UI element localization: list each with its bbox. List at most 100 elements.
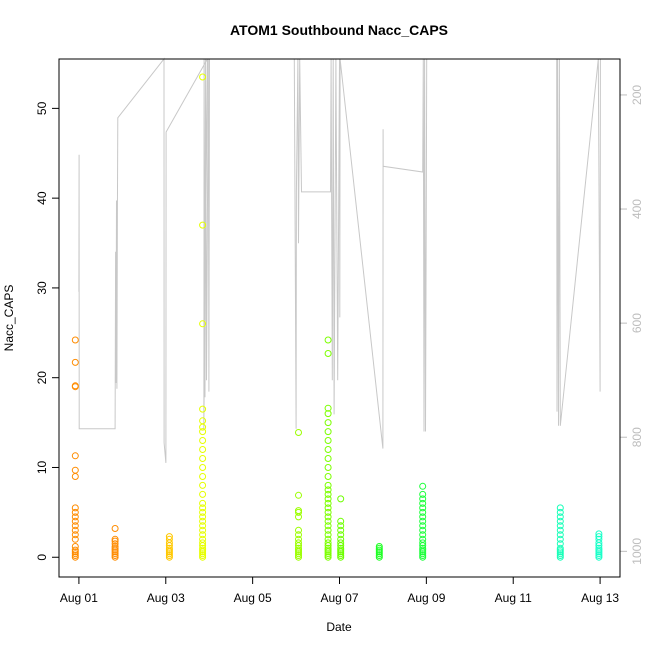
- data-point: [71, 517, 79, 525]
- data-point: [324, 544, 332, 552]
- data-point: [295, 539, 302, 547]
- data-point: [419, 544, 427, 552]
- data-point: [199, 73, 207, 81]
- data-point: [165, 533, 173, 541]
- data-point: [199, 473, 207, 480]
- y-tick-label: 20: [35, 371, 49, 385]
- data-point: [199, 490, 207, 498]
- y-tick-label: 40: [35, 191, 49, 205]
- data-point: [556, 513, 564, 521]
- data-point: [199, 428, 207, 436]
- data-point: [419, 517, 427, 525]
- data-point: [71, 531, 79, 539]
- data-point: [556, 535, 564, 543]
- data-point: [71, 466, 79, 474]
- data-point: [199, 405, 207, 413]
- data-point: [324, 499, 332, 507]
- data-point: [324, 350, 332, 357]
- data-point: [337, 517, 345, 525]
- data-point: [71, 522, 79, 530]
- data-point: [71, 543, 79, 550]
- data-point: [419, 495, 427, 503]
- secondary-series-layer: [78, 57, 601, 463]
- data-point: [199, 504, 207, 512]
- data-point: [111, 540, 119, 548]
- data-point: [295, 544, 302, 552]
- data-point: [71, 473, 79, 480]
- data-point: [324, 419, 332, 427]
- data-point: [199, 481, 207, 489]
- y-tick-label: 50: [35, 101, 49, 115]
- secondary-series-line: [78, 57, 601, 463]
- data-point: [419, 508, 427, 516]
- data-point: [199, 446, 207, 453]
- right-tick-label: 600: [630, 313, 644, 333]
- data-point: [337, 544, 345, 552]
- data-point: [324, 404, 332, 412]
- data-point: [199, 539, 207, 547]
- data-point: [199, 526, 207, 534]
- data-point: [324, 535, 332, 543]
- data-point: [199, 517, 207, 525]
- x-tick-label: Aug 11: [495, 591, 532, 605]
- data-point: [199, 455, 207, 462]
- data-point: [556, 526, 564, 534]
- scatter-points-layer: [71, 73, 603, 561]
- data-point: [595, 530, 603, 538]
- data-point: [295, 429, 302, 436]
- x-tick-label: Aug 01: [60, 591, 98, 605]
- data-point: [337, 495, 345, 503]
- data-point: [199, 513, 207, 521]
- right-tick-label: 400: [630, 199, 644, 219]
- data-point: [324, 490, 332, 498]
- data-point: [71, 535, 79, 543]
- data-point: [595, 544, 603, 552]
- right-tick-label: 1000: [630, 538, 644, 565]
- data-point: [419, 522, 427, 530]
- data-point: [165, 544, 173, 552]
- data-point: [199, 499, 207, 507]
- data-point: [556, 517, 564, 525]
- data-point: [419, 482, 427, 490]
- y-tick-label: 10: [35, 460, 49, 474]
- data-point: [199, 508, 207, 516]
- data-point: [71, 382, 79, 390]
- plot-frame: [58, 58, 621, 578]
- data-point: [419, 535, 427, 543]
- x-tick-label: Aug 07: [320, 591, 358, 605]
- data-point: [419, 490, 427, 498]
- data-point: [324, 486, 332, 494]
- data-point: [111, 543, 119, 550]
- data-point: [71, 546, 79, 554]
- data-point: [324, 481, 332, 489]
- data-point: [71, 504, 79, 512]
- data-point: [419, 526, 427, 534]
- data-point: [199, 522, 207, 530]
- data-point: [199, 437, 207, 444]
- chart-title: ATOM1 Southbound Nacc_CAPS: [230, 22, 448, 38]
- x-tick-label: Aug 09: [407, 591, 445, 605]
- data-point: [199, 417, 207, 425]
- data-point: [295, 491, 302, 499]
- data-point: [295, 526, 302, 534]
- data-point: [324, 539, 332, 547]
- data-point: [556, 531, 564, 539]
- data-point: [324, 517, 332, 525]
- data-point: [324, 428, 332, 436]
- data-point: [556, 504, 564, 512]
- data-point: [324, 531, 332, 539]
- data-point: [324, 446, 332, 453]
- data-point: [556, 540, 564, 548]
- right-tick-label: 200: [630, 85, 644, 105]
- data-point: [71, 358, 79, 366]
- data-point: [419, 504, 427, 512]
- data-point: [324, 526, 332, 534]
- data-point: [111, 525, 119, 532]
- data-point: [337, 535, 345, 543]
- data-point: [324, 464, 332, 471]
- data-point: [556, 544, 564, 552]
- data-point: [71, 336, 79, 344]
- data-point: [71, 452, 79, 460]
- data-point: [324, 336, 332, 344]
- data-point: [595, 535, 603, 543]
